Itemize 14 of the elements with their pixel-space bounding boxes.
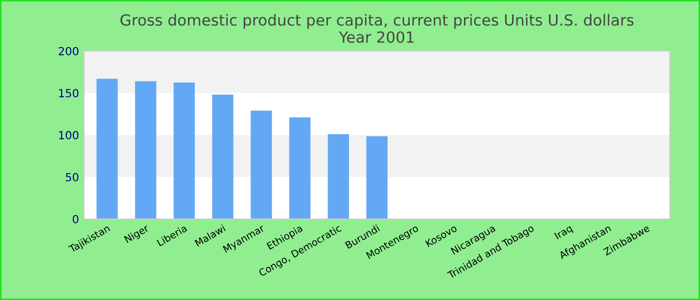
chart-title: Gross domestic product per capita, current prices Units U.S. dollars Year 2001 xyxy=(120,14,634,43)
y-tick-label: 200 xyxy=(58,46,78,56)
bar xyxy=(135,81,156,219)
y-tick-label: 100 xyxy=(59,130,78,140)
y-tick-label: 50 xyxy=(66,172,78,182)
y-tick-label: 0 xyxy=(72,214,78,224)
bar xyxy=(289,117,310,219)
bar xyxy=(212,94,234,219)
bar xyxy=(174,82,195,219)
bar xyxy=(328,134,350,219)
bar xyxy=(250,110,272,219)
bar xyxy=(96,78,118,219)
bar xyxy=(366,136,388,219)
y-tick-label: 150 xyxy=(59,88,78,98)
